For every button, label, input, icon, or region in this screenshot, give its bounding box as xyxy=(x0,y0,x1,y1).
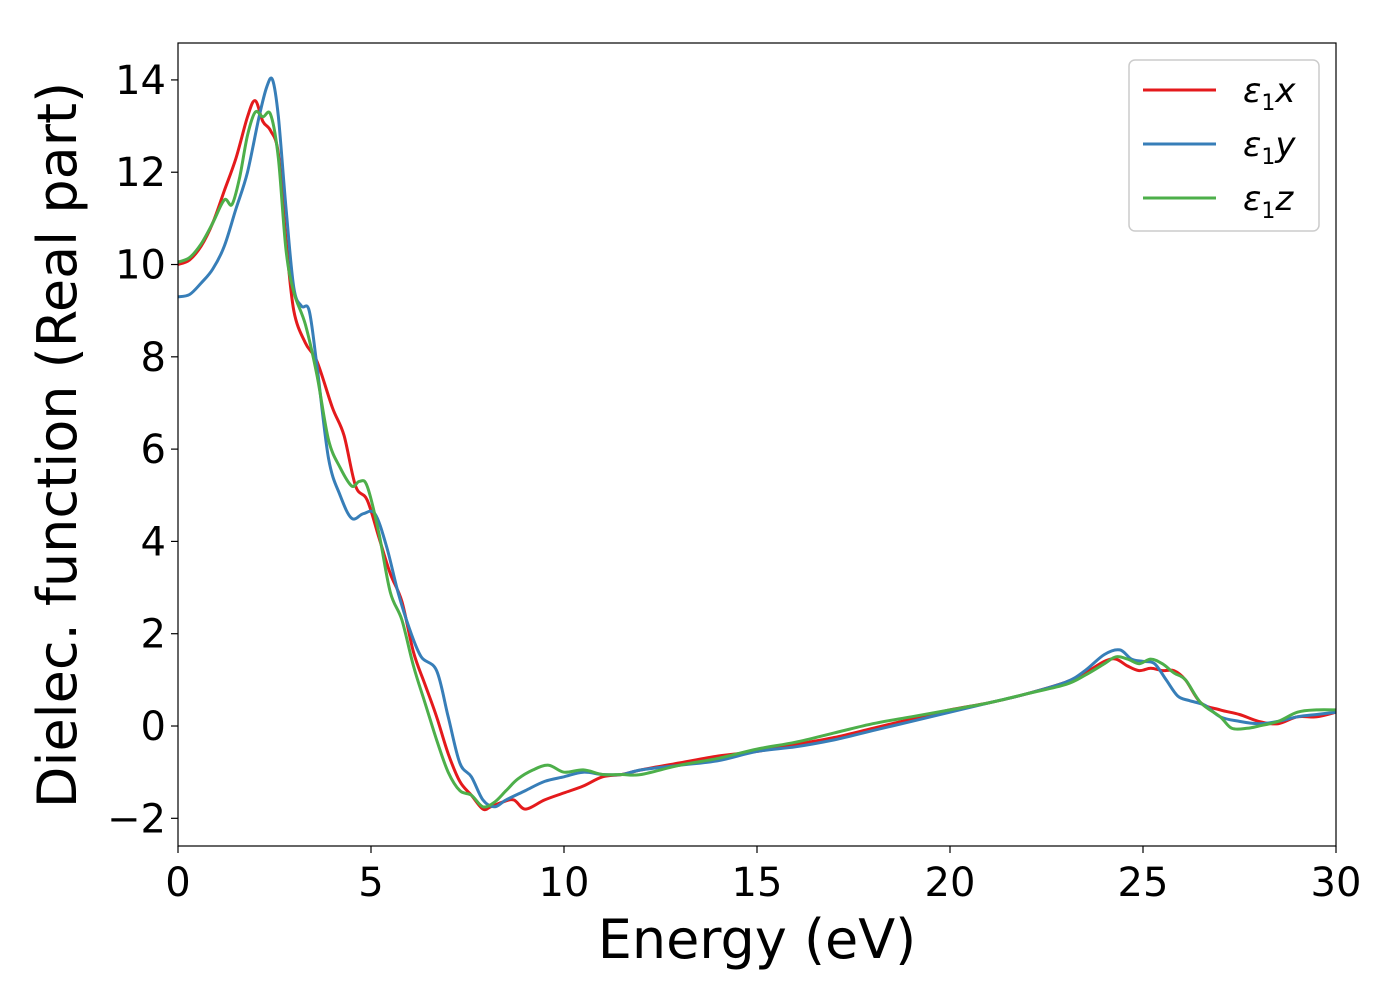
legend: ε1x ε1y ε1z xyxy=(1128,59,1320,232)
x-tick-label: 15 xyxy=(732,860,783,906)
legend-label-z: ε1z xyxy=(1243,179,1294,224)
series-line-y xyxy=(178,76,1336,809)
series-line-z xyxy=(178,109,1336,809)
y-tick-label: 4 xyxy=(141,519,166,565)
y-tick-label: 12 xyxy=(115,150,166,196)
legend-box xyxy=(1128,59,1320,232)
y-tick-label: 10 xyxy=(115,243,166,289)
y-tick-label: 6 xyxy=(141,427,166,473)
y-tick-label: 14 xyxy=(115,58,166,104)
y-tick-label: 2 xyxy=(141,612,166,658)
x-tick-label: 20 xyxy=(925,860,976,906)
x-axis-title: Energy (eV) xyxy=(598,908,917,971)
y-axis: −2 0 2 4 6 8 10 12 14 xyxy=(107,58,178,842)
legend-label-x: ε1x xyxy=(1243,71,1296,116)
legend-label-y: ε1y xyxy=(1243,125,1296,170)
y-tick-label: −2 xyxy=(107,796,166,842)
x-axis: 0 5 10 15 20 25 30 xyxy=(165,846,1361,906)
x-tick-label: 5 xyxy=(358,860,383,906)
y-tick-label: 8 xyxy=(141,335,166,381)
series-layer xyxy=(178,76,1336,812)
x-tick-label: 0 xyxy=(165,860,190,906)
y-axis-title: Dielec. function (Real part) xyxy=(26,82,89,808)
x-tick-label: 25 xyxy=(1118,860,1169,906)
x-tick-label: 30 xyxy=(1311,860,1362,906)
x-tick-label: 10 xyxy=(539,860,590,906)
y-tick-label: 0 xyxy=(141,704,166,750)
